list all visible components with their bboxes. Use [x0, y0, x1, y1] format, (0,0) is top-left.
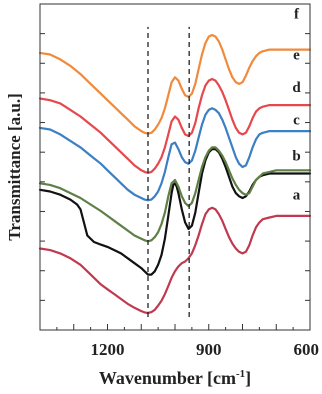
x-tick-label-1200: 1200 — [91, 340, 125, 359]
plot-frame — [39, 3, 311, 331]
x-ticks-group: 1200 900 600 — [56, 324, 320, 359]
curve-label-b: b — [292, 148, 300, 164]
x-axis-label-main: Wavenumber [cm — [99, 368, 236, 388]
spectra-group — [38, 33, 312, 315]
x-tick-label-900: 900 — [196, 340, 222, 359]
x-axis-label-close: ] — [245, 368, 251, 388]
spectrum-curve-a — [38, 206, 312, 315]
spectrum-curve-c — [38, 146, 312, 243]
spectrum-curve-e — [38, 77, 312, 174]
spectrum-curve-f — [38, 33, 312, 135]
x-axis-label-superscript: -1 — [236, 368, 245, 380]
x-tick-label-600: 600 — [294, 340, 320, 359]
reference-lines-group — [147, 26, 190, 317]
spectrum-curve-b — [38, 148, 312, 276]
x-axis-label: Wavenumber [cm-1] — [99, 368, 251, 388]
y-axis-label: Transmittance [a.u.] — [5, 93, 24, 240]
spectrum-curve-d — [38, 107, 312, 202]
curve-label-a: a — [293, 188, 301, 204]
curve-labels-group: a b c d e f — [292, 7, 301, 204]
curve-label-d: d — [292, 80, 301, 96]
curve-label-c: c — [293, 113, 300, 129]
curve-label-e: e — [293, 47, 300, 63]
curve-label-f: f — [294, 7, 300, 23]
y-ticks-group — [40, 33, 310, 301]
